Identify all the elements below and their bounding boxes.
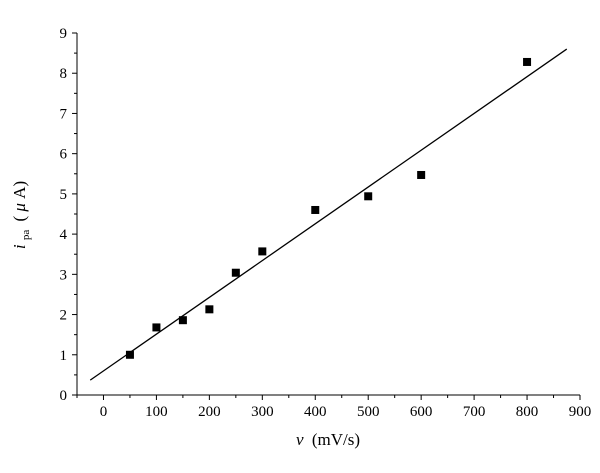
- x-tick-label: 800: [516, 404, 539, 420]
- x-tick-label: 100: [145, 404, 168, 420]
- data-point: [152, 323, 161, 332]
- y-tick-label: 0: [60, 388, 68, 404]
- y-axis-variable: i: [10, 244, 29, 249]
- y-axis-label: i pa ( μ A): [10, 181, 33, 249]
- y-axis-mu: μ: [10, 203, 29, 213]
- data-point: [311, 205, 320, 214]
- x-axis-unit: (mV/s): [312, 430, 360, 449]
- data-point: [125, 350, 134, 359]
- data-point: [417, 170, 426, 179]
- y-tick-label: 2: [60, 308, 68, 324]
- fit-line: [89, 48, 568, 381]
- x-tick-label: 0: [100, 404, 108, 420]
- y-tick-label: 3: [60, 267, 68, 283]
- data-points: [125, 57, 532, 359]
- y-axis-subscript: pa: [20, 230, 32, 241]
- x-axis-label: v (mV/s): [296, 430, 360, 449]
- y-tick-label: 5: [60, 187, 68, 203]
- x-tick-label: 500: [357, 404, 380, 420]
- x-tick-label: 700: [463, 404, 486, 420]
- fit-line-group: [89, 48, 568, 381]
- data-point: [231, 268, 240, 277]
- data-point: [523, 57, 532, 66]
- x-tick-label: 200: [198, 404, 221, 420]
- y-tick-label: 1: [60, 348, 68, 364]
- data-point: [205, 305, 214, 314]
- x-axis-variable: v: [296, 430, 304, 449]
- data-point: [258, 247, 267, 256]
- data-point: [364, 192, 373, 201]
- y-tick-label: 4: [60, 227, 68, 243]
- y-tick-label: 6: [60, 147, 68, 163]
- y-tick-label: 8: [60, 66, 68, 82]
- y-tick-label: 9: [60, 26, 68, 42]
- data-point: [178, 316, 187, 325]
- x-ticks: 0 100 200 300 400 500 600 700 800 900: [76, 395, 592, 420]
- x-tick-label: 300: [251, 404, 274, 420]
- axes: 0 100 200 300 400 500 600 700 800 900 0 1 2 3 4 5 6 7 8 9: [60, 26, 592, 420]
- x-tick-label: 400: [304, 404, 327, 420]
- y-axis-unit: A): [10, 181, 29, 199]
- y-ticks: 0 1 2 3 4 5 6 7 8 9: [60, 26, 77, 404]
- y-tick-label: 7: [60, 106, 68, 122]
- y-axis-open-paren: (: [10, 216, 29, 222]
- x-tick-label: 600: [410, 404, 433, 420]
- x-tick-label: 900: [569, 404, 592, 420]
